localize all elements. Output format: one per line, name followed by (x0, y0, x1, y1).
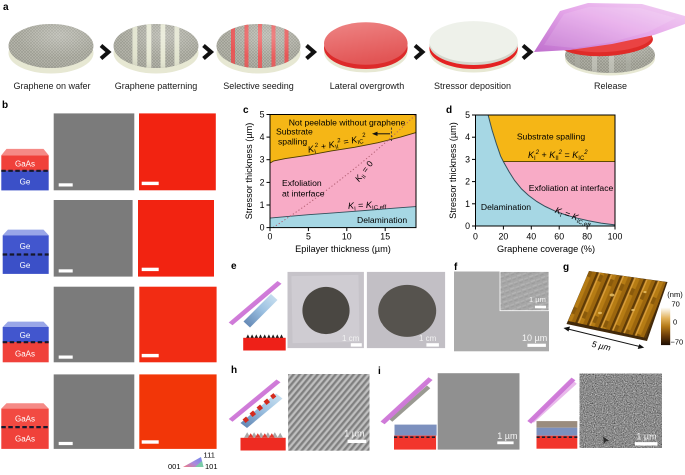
svg-text:80: 80 (582, 232, 592, 242)
svg-text:Stressor deposition: Stressor deposition (434, 81, 511, 91)
svg-text:Stressor thickness (µm): Stressor thickness (µm) (244, 123, 254, 220)
svg-text:Stressor thickness (µm): Stressor thickness (µm) (448, 122, 458, 219)
svg-text:Not peelable without graphene: Not peelable without graphene (289, 118, 406, 128)
svg-text:3: 3 (465, 154, 470, 164)
svg-text:Delamination: Delamination (357, 215, 407, 225)
svg-text:GaAs: GaAs (15, 435, 35, 444)
svg-text:0: 0 (465, 221, 470, 231)
svg-text:2: 2 (260, 177, 265, 187)
svg-text:70: 70 (672, 300, 680, 309)
svg-text:Ge: Ge (20, 178, 31, 187)
svg-text:Release: Release (594, 81, 627, 91)
svg-text:Ge: Ge (20, 242, 31, 251)
svg-text:h: h (231, 365, 237, 376)
svg-text:5: 5 (465, 110, 470, 120)
svg-text:100: 100 (608, 232, 623, 242)
svg-text:GaAs: GaAs (15, 415, 35, 424)
svg-text:Lateral overgrowth: Lateral overgrowth (330, 81, 405, 91)
svg-text:60: 60 (554, 232, 564, 242)
svg-text:0: 0 (260, 223, 265, 233)
svg-text:GaAs: GaAs (15, 160, 35, 169)
svg-text:spalling: spalling (278, 137, 307, 147)
svg-text:0: 0 (673, 318, 677, 327)
svg-text:10 µm: 10 µm (522, 333, 547, 343)
svg-text:Substrate: Substrate (276, 127, 313, 137)
svg-text:4: 4 (260, 132, 265, 142)
svg-text:i: i (378, 366, 381, 377)
svg-text:−70: −70 (671, 338, 684, 347)
svg-text:101: 101 (205, 462, 218, 470)
svg-text:Selective seeding: Selective seeding (223, 81, 294, 91)
svg-text:1 µm: 1 µm (636, 432, 656, 442)
svg-text:3: 3 (260, 155, 265, 165)
svg-text:5 µm: 5 µm (591, 339, 612, 353)
svg-text:KI2 + KII2 = KIC2: KI2 + KII2 = KIC2 (528, 150, 588, 162)
svg-text:e: e (231, 261, 237, 272)
svg-text:1 cm: 1 cm (342, 334, 360, 343)
svg-text:40: 40 (526, 232, 536, 242)
svg-text:Graphene patterning: Graphene patterning (115, 81, 198, 91)
svg-text:4: 4 (465, 132, 470, 142)
svg-text:c: c (243, 105, 249, 116)
svg-text:1: 1 (465, 199, 470, 209)
svg-text:2: 2 (465, 177, 470, 187)
svg-text:Graphene coverage (%): Graphene coverage (%) (497, 244, 595, 254)
svg-text:15: 15 (380, 232, 390, 242)
svg-text:Exfoliation at interface: Exfoliation at interface (529, 183, 614, 193)
svg-text:001: 001 (168, 462, 181, 470)
svg-text:at interface: at interface (282, 189, 325, 199)
svg-text:d: d (446, 105, 452, 116)
svg-text:Substrate spalling: Substrate spalling (517, 131, 586, 141)
svg-text:Ge: Ge (20, 331, 31, 340)
svg-text:1 µm: 1 µm (344, 429, 364, 439)
svg-text:g: g (563, 262, 569, 273)
svg-text:f: f (454, 262, 458, 273)
svg-text:1 µm: 1 µm (529, 295, 546, 304)
svg-text:0: 0 (473, 232, 478, 242)
svg-text:111: 111 (204, 451, 215, 460)
svg-text:(nm): (nm) (667, 290, 683, 299)
svg-text:GaAs: GaAs (15, 350, 35, 359)
svg-text:0: 0 (268, 232, 273, 242)
svg-text:10: 10 (342, 232, 352, 242)
svg-text:Epilayer thickness (µm): Epilayer thickness (µm) (295, 244, 391, 254)
svg-text:a: a (3, 2, 9, 13)
svg-text:Graphene on wafer: Graphene on wafer (13, 81, 90, 91)
svg-text:Delamination: Delamination (481, 202, 531, 212)
svg-text:5: 5 (306, 232, 311, 242)
svg-text:Exfoliation: Exfoliation (282, 178, 322, 188)
svg-text:1 µm: 1 µm (497, 431, 517, 441)
svg-text:5: 5 (260, 110, 265, 120)
svg-text:1 cm: 1 cm (419, 334, 437, 343)
svg-text:b: b (2, 100, 8, 111)
svg-text:1: 1 (260, 200, 265, 210)
svg-text:20: 20 (499, 232, 509, 242)
svg-text:Ge: Ge (20, 261, 31, 270)
